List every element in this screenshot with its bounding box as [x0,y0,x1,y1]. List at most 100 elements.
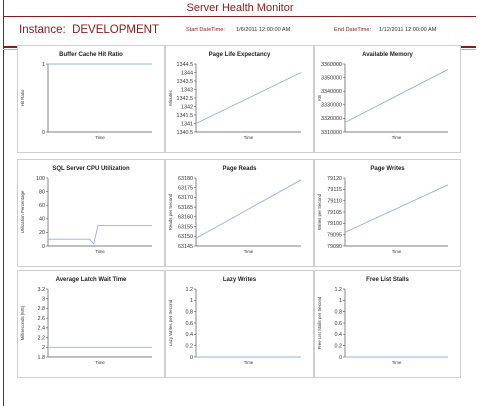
y-tick-label: 2.6 [38,316,46,322]
x-axis-label: Time [244,135,254,140]
chart-available-memory: Available Memory 3310000 3320000 3330000 334… [314,45,461,153]
y-tick-label: 1344 [181,70,193,76]
y-tick-label: 63165 [178,205,193,211]
y-tick-label: 1342.5 [177,96,194,102]
y-tick-label: 1344.5 [177,62,194,68]
y-tick-label: 3 [42,297,45,303]
x-axis-label: Time [244,360,254,365]
series-line [344,184,449,233]
y-tick-label: 1343.5 [177,79,194,85]
y-axis-label: Reads per Second [168,193,173,230]
y-tick-label: 79115 [327,187,342,193]
y-tick-label: 2.8 [38,306,46,312]
y-tick-label: 1343 [181,87,193,93]
chart-title: Page Life Expectancy [209,52,271,58]
series-line [195,72,302,124]
y-tick-label: 3310000 [321,130,342,136]
chart-buffer-cache-hit-ratio: Buffer Cache Hit Ratio 0 1 Time Hit Ratio [17,45,165,153]
chart-title: Page Reads [222,166,257,172]
series-line [344,69,449,123]
y-tick-label: 1341 [181,121,193,127]
report-header: Instance: DEVELOPMENT Start DateTime: 1/… [3,17,476,45]
chart-title: Page Writes [370,166,405,172]
y-tick-label: 0.8 [186,309,194,315]
y-tick-label: 0 [42,130,45,136]
y-tick-label: 79090 [327,244,342,250]
chart-title: SQL Server CPU Utilization [52,166,130,172]
left-border [3,0,4,406]
y-tick-label: 1.2 [335,287,343,293]
chart-svg: Page Writes 79090 79095 79100 79105 79110 7911… [317,166,449,254]
y-tick-label: 0.4 [186,332,194,338]
chart-svg: Free List Stalls 0 0.2 0.4 0.6 0.8 1 1.2 Time Fre… [317,277,448,365]
y-tick-label: 79110 [327,198,342,204]
y-axis-label: KB [317,95,322,101]
y-axis-label: Lazy Writes per Second [168,299,173,346]
chart-title: Buffer Cache Hit Ratio [59,52,123,58]
y-axis-label: Milliseconds (MS) [20,305,25,340]
y-tick-label: 1.2 [186,287,194,293]
y-tick-label: 40 [39,217,45,223]
series-line [195,179,302,239]
chart-title: Free List Stalls [366,277,409,283]
chart-title: Average Latch Wait Time [56,277,127,283]
title-divider [3,16,476,17]
chart-page-writes: Page Writes 79090 79095 79100 79105 79110 7911… [314,159,461,267]
y-tick-label: 0.4 [335,332,343,338]
chart-title: Lazy Writes [223,277,257,283]
y-tick-label: 3330000 [321,103,342,109]
chart-svg: Average Latch Wait Time 1.8 2 2.2 2.4 2.6 2.8 3… [20,277,152,365]
x-axis-label: Time [392,360,402,365]
chart-svg: Page Reads 63145 63150 63155 63160 63165 63170… [168,166,302,254]
y-tick-label: 3350000 [321,75,342,81]
y-tick-label: 79120 [327,176,342,182]
start-datetime-label: Start DateTime: [186,27,225,33]
chart-lazy-writes: Lazy Writes 0 0.2 0.4 0.6 0.8 1 1.2 Time Lazy Wri… [165,270,314,378]
chart-average-latch-wait-time: Average Latch Wait Time 1.8 2 2.2 2.4 2.6 2.8 3… [17,270,165,378]
instance-label: Instance: [19,24,66,36]
y-tick-label: 60 [39,203,45,209]
chart-svg: SQL Server CPU Utilization 0 20 40 60 80 100 Ti… [20,166,152,254]
y-tick-label: 0.2 [186,343,194,349]
y-tick-label: 0.6 [335,321,343,327]
instance-heading: Instance: DEVELOPMENT [19,24,159,36]
y-axis-label: Hit Ratio [20,89,25,106]
start-datetime-value: 1/6/2011 12:00:00 AM [236,27,291,33]
series-line [48,225,152,245]
y-tick-label: 0 [190,355,193,361]
y-tick-label: 2.2 [38,335,46,341]
y-tick-label: 0.8 [335,309,343,315]
y-tick-label: 79100 [327,221,342,227]
chart-svg: Buffer Cache Hit Ratio 0 1 Time Hit Ratio [20,52,152,140]
chart-page-reads: Page Reads 63145 63150 63155 63160 63165 63170… [165,159,314,267]
y-tick-label: 1341.5 [177,113,194,119]
x-axis-label: Time [95,360,105,365]
y-tick-label: 0 [42,244,45,250]
x-axis-label: Time [95,249,105,254]
instance-name: DEVELOPMENT [72,24,159,36]
chart-page-life-expectancy: Page Life Expectancy 1340.5 1341 1341.5 1342… [165,45,314,153]
y-axis-label: Writes per Second [317,193,322,230]
y-tick-label: 63170 [178,195,193,201]
y-tick-label: 100 [36,176,45,182]
y-tick-label: 63150 [178,234,193,240]
y-tick-label: 3360000 [321,62,342,68]
y-tick-label: 1.8 [38,355,46,361]
y-tick-label: 0 [339,355,342,361]
y-tick-label: 1 [42,62,45,68]
chart-svg: Available Memory 3310000 3320000 3330000 334… [317,52,449,140]
y-tick-label: 80 [39,189,45,195]
y-tick-label: 3.2 [38,287,46,293]
y-axis-label: Utilization Percentage [20,190,25,233]
y-tick-label: 0.2 [335,343,343,349]
y-tick-label: 2.4 [38,326,46,332]
end-datetime-value: 1/12/2011 12:00:00 AM [379,27,437,33]
y-tick-label: 20 [39,230,45,236]
y-tick-label: 63160 [178,215,193,221]
y-tick-label: 63180 [178,176,193,182]
chart-svg: Lazy Writes 0 0.2 0.4 0.6 0.8 1 1.2 Time Lazy Wri… [168,277,301,365]
y-tick-label: 3340000 [321,89,342,95]
y-tick-label: 63175 [178,186,193,192]
y-tick-label: 63155 [178,224,193,230]
